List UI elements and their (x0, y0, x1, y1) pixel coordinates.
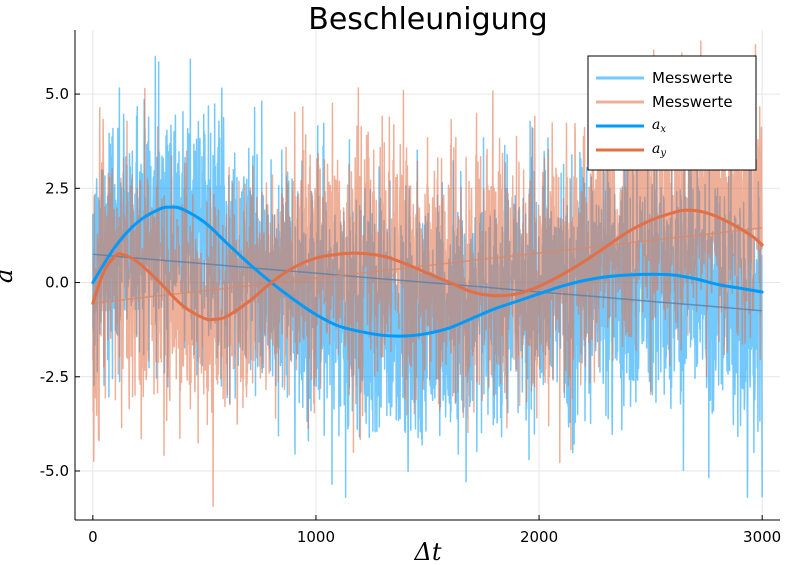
ticks: 0 1000 2000 3000 5.0 2.5 0.0 -2.5 -5.0 (40, 85, 782, 546)
measurement-series-ay (92, 40, 763, 508)
y-axis-label: a (0, 269, 18, 283)
y-tick-label: 2.5 (45, 179, 69, 197)
smooth-series-ay (91, 208, 764, 322)
trend-layer (92, 227, 763, 312)
trend-line-ay (92, 227, 763, 305)
y-tick-label: -2.5 (40, 368, 69, 386)
trend-line-ax (92, 253, 763, 312)
legend-label: ax (652, 117, 666, 135)
smooth-layer (91, 205, 764, 338)
x-tick-label: 3000 (743, 528, 781, 546)
y-tick-label: 5.0 (45, 85, 69, 103)
legend-label: Messwerte (652, 93, 733, 111)
legend-label: ay (652, 141, 666, 159)
legend-label: Messwerte (652, 69, 733, 87)
y-tick-label: 0.0 (45, 274, 69, 292)
smooth-series-ax (91, 205, 764, 338)
x-tick-label: 0 (88, 528, 98, 546)
chart-title: Beschleunigung (308, 2, 547, 37)
axes (74, 30, 780, 521)
x-tick-label: 2000 (520, 528, 558, 546)
x-tick-label: 1000 (297, 528, 335, 546)
x-axis-label: Δt (414, 538, 442, 565)
y-tick-label: -5.0 (40, 462, 69, 480)
legend: Messwerte Messwerte ax ay (587, 55, 757, 171)
